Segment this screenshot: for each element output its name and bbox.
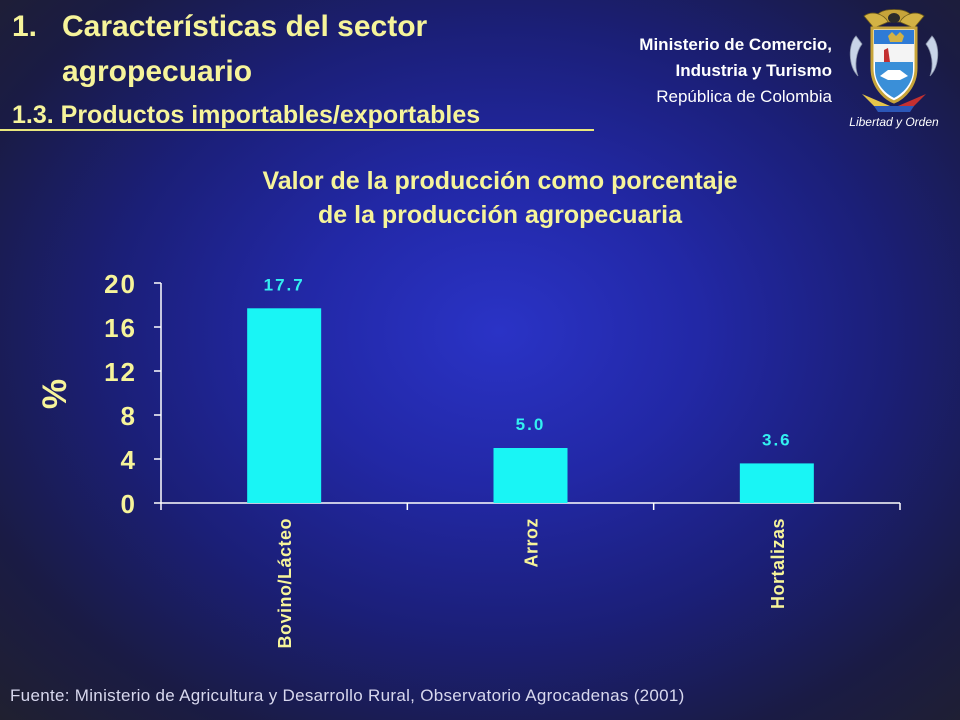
slide-title-line1: Características del sector xyxy=(62,10,428,43)
data-label: 5.0 xyxy=(516,415,546,434)
ministry-block: Ministerio de Comercio, Industria y Turi… xyxy=(639,32,832,110)
y-tick-label: 8 xyxy=(121,401,137,431)
y-tick-label: 0 xyxy=(121,489,137,519)
y-tick-label: 4 xyxy=(121,445,137,475)
x-tick-label: Bovino/Lácteo xyxy=(275,518,295,649)
ministry-line3: República de Colombia xyxy=(656,87,832,106)
chart-title: Valor de la producción como porcentaje d… xyxy=(180,164,820,232)
chart-title-line1: Valor de la producción como porcentaje xyxy=(262,167,738,195)
chart-bars xyxy=(247,308,814,503)
ministry-line2: Industria y Turismo xyxy=(675,61,833,80)
source-note: Fuente: Ministerio de Agricultura y Desa… xyxy=(10,686,685,705)
title-number: 1. xyxy=(12,10,38,43)
y-tick-label: 16 xyxy=(104,313,137,343)
bar xyxy=(247,308,322,503)
x-tick-label: Arroz xyxy=(522,518,542,568)
x-tick-label: Hortalizas xyxy=(768,518,788,609)
slide-title-line2: agropecuario xyxy=(62,55,253,88)
y-tick-label: 20 xyxy=(104,269,137,299)
chart-labels: 0 4 8 12 16 20 17.7 Bovino/Lácteo 5.0 Arroz 3.6 Hor… xyxy=(104,269,792,649)
ministry-line1: Ministerio de Comercio, xyxy=(639,35,832,54)
data-label: 3.6 xyxy=(762,430,792,449)
y-axis-label: % xyxy=(36,379,74,409)
subtitle-underline xyxy=(0,129,594,131)
bar xyxy=(739,463,814,503)
colombia-coat-of-arms-icon: Libertad y Orden xyxy=(849,9,939,129)
seal-motto: Libertad y Orden xyxy=(849,115,939,129)
data-label: 17.7 xyxy=(264,275,305,294)
y-tick-label: 12 xyxy=(104,357,137,387)
bar xyxy=(493,448,568,503)
slide-subtitle: 1.3. Productos importables/exportables xyxy=(12,101,481,129)
chart-title-line2: de la producción agropecuaria xyxy=(318,201,682,229)
